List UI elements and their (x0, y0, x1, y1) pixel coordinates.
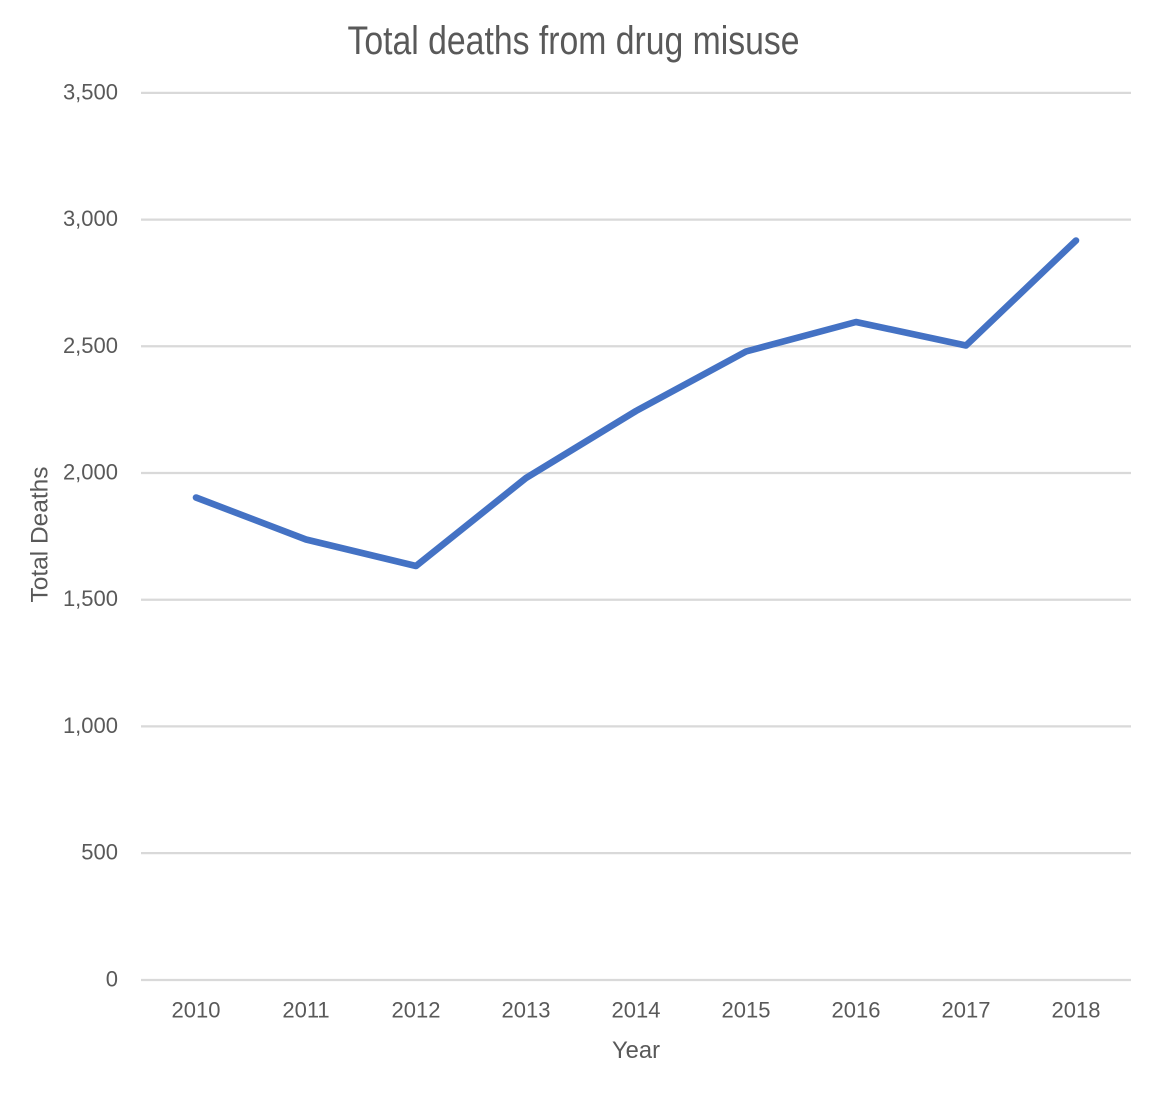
svg-text:2,000: 2,000 (63, 460, 118, 485)
svg-text:Total deaths from drug misuse: Total deaths from drug misuse (348, 19, 800, 63)
svg-text:2012: 2012 (392, 998, 441, 1023)
svg-text:2011: 2011 (282, 998, 329, 1023)
svg-text:3,500: 3,500 (63, 79, 118, 104)
svg-text:2014: 2014 (612, 998, 661, 1023)
svg-text:2018: 2018 (1052, 998, 1101, 1023)
svg-text:Year: Year (612, 1037, 660, 1064)
svg-text:2010: 2010 (172, 998, 221, 1023)
svg-text:3,000: 3,000 (63, 206, 118, 231)
svg-text:2015: 2015 (722, 998, 771, 1023)
svg-text:500: 500 (81, 840, 118, 865)
svg-text:0: 0 (106, 966, 118, 991)
svg-text:2,500: 2,500 (63, 333, 118, 358)
svg-text:2017: 2017 (942, 998, 991, 1023)
svg-text:Total Deaths: Total Deaths (27, 467, 54, 603)
svg-text:1,500: 1,500 (63, 586, 118, 611)
svg-text:2016: 2016 (832, 998, 881, 1023)
svg-text:1,000: 1,000 (63, 713, 118, 738)
svg-text:2013: 2013 (502, 998, 551, 1023)
